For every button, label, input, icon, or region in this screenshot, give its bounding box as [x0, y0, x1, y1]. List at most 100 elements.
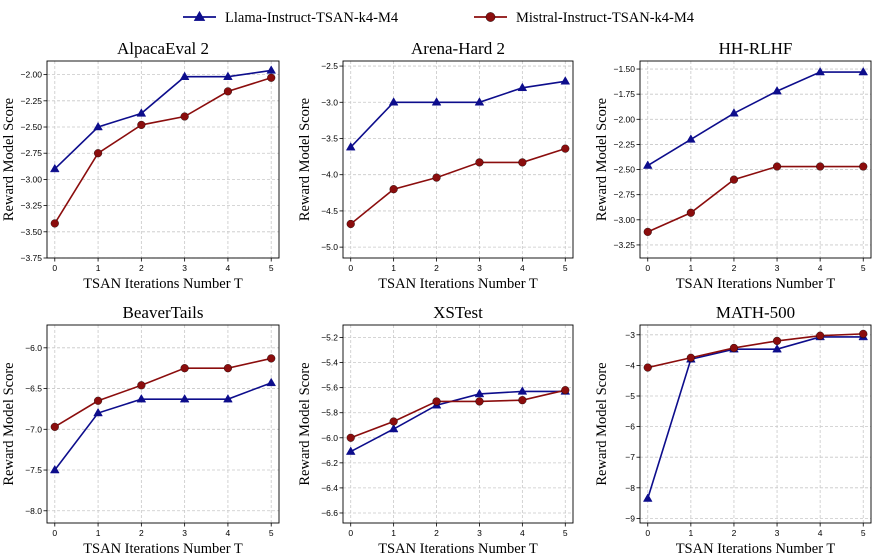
x-tick-label: 2: [139, 263, 144, 273]
y-tick-label: −7: [625, 452, 635, 462]
x-tick-label: 1: [688, 263, 693, 273]
x-tick-label: 2: [434, 528, 439, 538]
x-tick-label: 4: [818, 528, 823, 538]
data-point-circle: [859, 162, 868, 171]
x-tick-label: 3: [775, 263, 780, 273]
data-point-circle: [772, 336, 782, 345]
panel-title: MATH-500: [716, 303, 795, 322]
x-tick-label: 1: [688, 528, 693, 538]
data-point-circle: [93, 396, 103, 405]
y-tick-label: −2.75: [20, 148, 42, 158]
chart-panel: 0 1 2 3 4 5 −3.25 −3.00 −2.75 −2.50 −2.25 −2.00 −1.7…: [594, 39, 872, 292]
data-point-triangle: [266, 377, 277, 387]
data-point-circle: [686, 353, 695, 362]
x-tick-label: 4: [226, 263, 231, 273]
x-axis-label: TSAN Iterations Number T: [378, 541, 538, 557]
x-tick-label: 5: [269, 528, 274, 538]
legend-label: Mistral-Instruct-TSAN-k4-M4: [516, 10, 695, 26]
data-point-triangle: [93, 121, 103, 131]
x-axis-label: TSAN Iterations Number T: [83, 541, 243, 557]
y-tick-label: −5.2: [321, 333, 338, 343]
x-tick-label: 1: [391, 528, 396, 538]
y-tick-label: −1.75: [613, 89, 635, 99]
y-tick-label: −6.6: [321, 508, 338, 518]
data-point-circle: [475, 158, 484, 167]
series-line: [350, 390, 566, 453]
series-line: [350, 147, 566, 225]
data-point-triangle: [642, 493, 653, 502]
plot-frame: [639, 60, 872, 259]
x-tick-label: 4: [520, 263, 525, 273]
y-tick-label: −6.0: [321, 433, 338, 443]
y-tick-label: −3.25: [613, 240, 635, 250]
panel-title: AlpacaEval 2: [117, 39, 209, 58]
plot-frame: [342, 60, 574, 259]
y-tick-label: −5.0: [321, 242, 338, 252]
data-point-triangle: [388, 423, 399, 433]
x-tick-label: 3: [477, 263, 482, 273]
plot-frame: [342, 324, 574, 524]
y-tick-label: −2.00: [613, 114, 635, 124]
x-tick-label: 5: [861, 528, 866, 538]
y-tick-label: −6.5: [25, 384, 42, 394]
y-axis-label: Reward Model Score: [1, 362, 17, 485]
chart-panels: 0 1 2 3 4 5−3.75−3.50−3.25−3.00−2.75−2.50−2.2…: [1, 39, 872, 557]
data-point-triangle: [49, 163, 60, 173]
series-line: [54, 382, 272, 471]
data-point-triangle: [772, 86, 782, 95]
data-point-triangle: [560, 76, 571, 85]
x-tick-label: 0: [645, 528, 650, 538]
y-tick-label: −3.25: [20, 201, 42, 211]
legend-label: Llama-Instruct-TSAN-k4-M4: [225, 10, 399, 26]
data-point-circle: [180, 112, 189, 121]
x-tick-label: 2: [732, 263, 737, 273]
data-point-circle: [772, 162, 782, 171]
x-tick-label: 3: [477, 528, 482, 538]
y-tick-label: −9: [625, 513, 635, 523]
y-tick-label: −7.5: [25, 465, 42, 475]
data-point-triangle: [179, 71, 190, 80]
data-point-circle: [475, 397, 484, 406]
data-point-triangle: [431, 97, 442, 106]
data-point-circle: [643, 227, 652, 236]
x-tick-label: 0: [348, 263, 353, 273]
data-point-circle: [50, 219, 59, 228]
plot-frame: [46, 324, 280, 524]
series-line: [647, 333, 864, 369]
data-point-circle: [50, 422, 59, 431]
chart-panel: 0 1 2 3 4 5 −9 −8 −7 −6 −5 −4 −3 MATH-500 TSAN Iterati…: [594, 303, 872, 557]
y-tick-label: −1.50: [613, 64, 635, 74]
y-tick-label: −5.4: [321, 358, 338, 368]
x-tick-label: 3: [182, 263, 187, 273]
x-axis-label: TSAN Iterations Number T: [676, 541, 836, 557]
data-point-circle: [432, 173, 441, 182]
y-tick-label: −6.2: [321, 458, 338, 468]
x-tick-label: 0: [52, 263, 57, 273]
panel-title: HH-RLHF: [719, 39, 793, 58]
series-line: [350, 80, 566, 148]
data-point-triangle: [517, 386, 528, 395]
data-point-triangle: [686, 134, 696, 143]
data-point-circle: [267, 354, 276, 363]
data-point-circle: [93, 149, 103, 158]
chart-panel: 0 1 2 3 4 5 −8.0 −7.5 −7.0 −6.5 −6.0 BeaverTails TSA…: [1, 303, 280, 557]
x-tick-label: 0: [348, 528, 353, 538]
data-point-circle: [729, 343, 739, 353]
series-line: [350, 389, 566, 439]
data-point-triangle: [223, 71, 233, 80]
data-point-triangle: [49, 464, 60, 474]
series-line: [647, 71, 864, 167]
data-point-triangle: [729, 108, 739, 117]
y-tick-label: −2.5: [321, 61, 338, 71]
x-tick-label: 3: [182, 528, 187, 538]
data-point-circle: [180, 364, 189, 373]
data-point-circle: [561, 386, 570, 395]
chart-panel: 0 1 2 3 4 5 −3.75 −3.50 −3.25 −3.00 −2.75 −2.50 −2.2…: [1, 39, 280, 292]
data-point-triangle: [345, 446, 356, 455]
data-point-circle: [518, 158, 527, 167]
series-line: [646, 336, 864, 499]
x-tick-label: 2: [434, 263, 439, 273]
data-point-triangle: [345, 142, 356, 151]
legend-triangle-marker: [193, 10, 206, 21]
